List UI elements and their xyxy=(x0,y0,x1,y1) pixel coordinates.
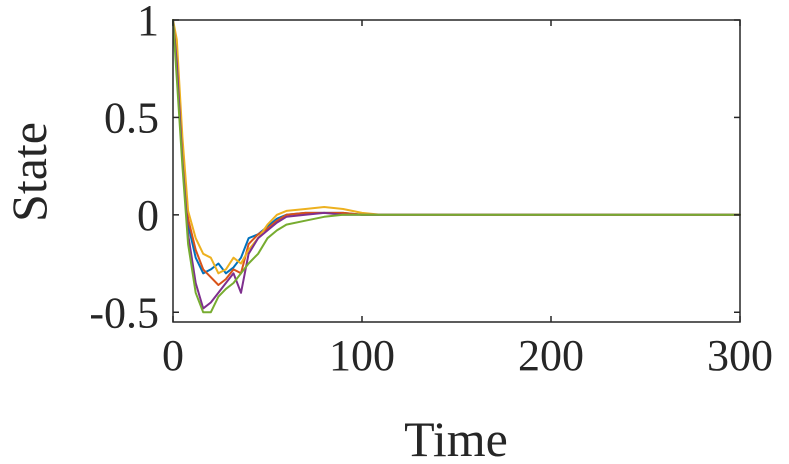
y-tick-label: -0.5 xyxy=(89,288,159,337)
x-tick-label: 100 xyxy=(329,331,395,380)
x-axis-label: Time xyxy=(404,411,508,464)
series-line-2 xyxy=(172,19,741,286)
y-tick-label: 0.5 xyxy=(104,93,159,142)
x-tick-label: 200 xyxy=(518,331,584,380)
y-tick-label: 1 xyxy=(137,0,159,45)
series-line-4 xyxy=(172,19,741,310)
x-tick-label: 300 xyxy=(707,331,773,380)
x-tick-label: 0 xyxy=(162,331,184,380)
series-layer xyxy=(172,19,741,314)
axes-box xyxy=(172,19,741,323)
y-tick-label: 0 xyxy=(137,191,159,240)
y-axis-label: State xyxy=(1,122,57,222)
series-line-5 xyxy=(172,19,741,314)
axes-layer: 0 100 200 300-0.500.51 xyxy=(89,0,773,380)
